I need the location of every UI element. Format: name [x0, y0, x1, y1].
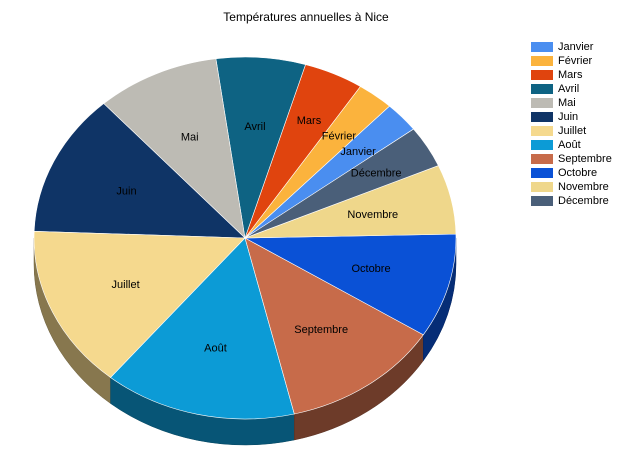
- slice-label-septembre: Septembre: [294, 324, 348, 336]
- legend-swatch: [531, 112, 553, 122]
- pie-slice-decembre: [244, 128, 439, 239]
- legend-item-novembre: Novembre: [531, 180, 612, 194]
- slice-label-mars: Mars: [297, 115, 322, 127]
- legend-swatch: [531, 98, 553, 108]
- legend-swatch: [531, 84, 553, 94]
- legend-label: Août: [558, 139, 581, 151]
- legend-label: Décembre: [558, 195, 609, 207]
- slice-label-fevrier: Février: [322, 131, 357, 143]
- pie-slice-juin: [33, 103, 246, 239]
- legend-swatch: [531, 196, 553, 206]
- legend-swatch: [531, 56, 553, 66]
- legend-swatch: [531, 126, 553, 136]
- legend-item-fevrier: Février: [531, 54, 612, 68]
- legend-swatch: [531, 182, 553, 192]
- legend-swatch: [531, 154, 553, 164]
- slice-label-mai: Mai: [181, 131, 199, 143]
- legend-label: Novembre: [558, 181, 609, 193]
- slice-label-janvier: Janvier: [340, 146, 376, 158]
- legend-label: Septembre: [558, 153, 612, 165]
- legend-item-avril: Avril: [531, 82, 612, 96]
- pie-slice-octobre: [243, 233, 457, 336]
- legend-swatch: [531, 140, 553, 150]
- legend-label: Avril: [558, 83, 580, 95]
- slice-label-octobre: Octobre: [351, 263, 390, 275]
- legend-label: Janvier: [558, 41, 594, 53]
- legend-label: Février: [558, 55, 593, 67]
- legend-item-mars: Mars: [531, 68, 612, 82]
- chart-title: Températures annuelles à Nice: [223, 10, 389, 24]
- legend-item-janvier: Janvier: [531, 40, 612, 54]
- legend-swatch: [531, 70, 553, 80]
- pie-slice-juillet: [33, 230, 246, 378]
- legend-item-juillet: Juillet: [531, 124, 612, 138]
- legend-label: Mars: [558, 69, 583, 81]
- legend-label: Juin: [558, 111, 579, 123]
- slice-label-novembre: Novembre: [347, 209, 398, 221]
- legend-item-decembre: Décembre: [531, 194, 612, 208]
- legend-item-octobre: Octobre: [531, 166, 612, 180]
- slice-label-juin: Juin: [116, 185, 136, 197]
- legend: Janvier Février Mars Avril Mai Juin Juillet Aoû…: [531, 40, 612, 208]
- legend-item-aout: Août: [531, 138, 612, 152]
- legend-label: Mai: [558, 97, 576, 109]
- legend-item-mai: Mai: [531, 96, 612, 110]
- legend-swatch: [531, 168, 553, 178]
- slice-label-avril: Avril: [244, 121, 265, 133]
- legend-item-septembre: Septembre: [531, 152, 612, 166]
- legend-label: Juillet: [558, 125, 587, 137]
- pie-slice-mai: [103, 58, 246, 239]
- legend-label: Octobre: [558, 167, 598, 179]
- pie-slice-septembre: [244, 237, 424, 415]
- slice-label-decembre: Décembre: [351, 167, 402, 179]
- legend-item-juin: Juin: [531, 110, 612, 124]
- pie-top: [33, 56, 457, 420]
- slice-label-aout: Août: [204, 342, 227, 354]
- pie-slice-aout: [110, 237, 295, 420]
- legend-swatch: [531, 42, 553, 52]
- slice-label-juillet: Juillet: [112, 279, 140, 291]
